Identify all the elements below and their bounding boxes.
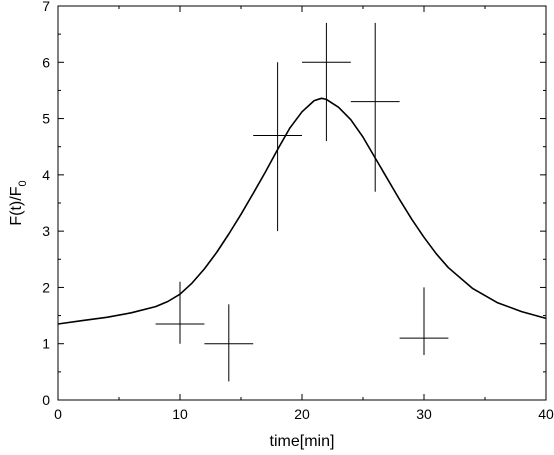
y-tick-label: 0 [42, 392, 50, 408]
x-tick-label: 40 [538, 406, 554, 422]
data-point [155, 281, 205, 344]
y-axis-title: F(t)/F0 [8, 180, 29, 225]
x-tick-label: 20 [294, 406, 310, 422]
data-point [399, 287, 449, 355]
y-tick-label: 3 [42, 223, 50, 239]
data-point [253, 62, 302, 232]
data-point [204, 304, 254, 382]
x-tick-label: 10 [172, 406, 188, 422]
plot-frame [57, 5, 547, 401]
y-tick-label: 4 [42, 167, 50, 183]
y-tick-label: 7 [42, 0, 50, 14]
y-tick-label: 6 [42, 54, 50, 70]
x-axis-title: time[min] [270, 433, 335, 450]
tick-labels: 0 10 20 30 40 0 1 2 3 4 5 6 7 [42, 0, 554, 422]
x-tick-label: 0 [54, 406, 62, 422]
data-point [350, 22, 400, 192]
data-point [302, 22, 351, 142]
y-axis-title-main: F(t)/F [8, 186, 25, 225]
fit-curve-layer [57, 97, 547, 325]
fit-curve [57, 97, 547, 325]
y-tick-label: 5 [42, 111, 50, 127]
y-tick-label: 1 [42, 336, 50, 352]
y-axis-title-subscript: 0 [17, 180, 29, 186]
x-tick-label: 30 [416, 406, 432, 422]
axis-ticks [57, 5, 547, 401]
data-points-layer [155, 22, 449, 382]
y-tick-label: 2 [42, 279, 50, 295]
